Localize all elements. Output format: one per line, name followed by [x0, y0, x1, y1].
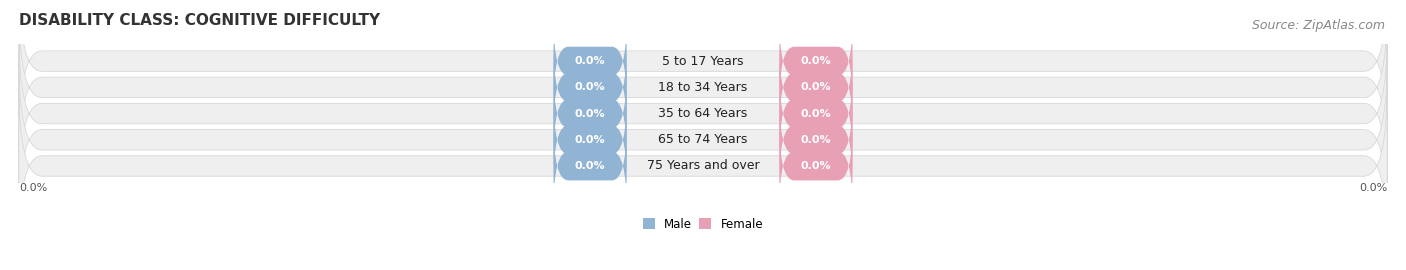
Text: 0.0%: 0.0%: [575, 56, 606, 66]
FancyBboxPatch shape: [18, 85, 1388, 248]
Text: 75 Years and over: 75 Years and over: [647, 160, 759, 173]
Text: 0.0%: 0.0%: [18, 183, 46, 193]
Text: 0.0%: 0.0%: [800, 56, 831, 66]
Text: 0.0%: 0.0%: [575, 82, 606, 92]
Text: 65 to 74 Years: 65 to 74 Years: [658, 133, 748, 146]
FancyBboxPatch shape: [779, 123, 852, 209]
Text: 0.0%: 0.0%: [1360, 183, 1388, 193]
Text: 0.0%: 0.0%: [800, 161, 831, 171]
Text: 5 to 17 Years: 5 to 17 Years: [662, 55, 744, 68]
FancyBboxPatch shape: [554, 96, 627, 183]
FancyBboxPatch shape: [554, 70, 627, 157]
FancyBboxPatch shape: [18, 0, 1388, 143]
FancyBboxPatch shape: [18, 6, 1388, 169]
Text: Source: ZipAtlas.com: Source: ZipAtlas.com: [1251, 19, 1385, 32]
Text: 18 to 34 Years: 18 to 34 Years: [658, 81, 748, 94]
Text: 0.0%: 0.0%: [800, 82, 831, 92]
FancyBboxPatch shape: [779, 96, 852, 183]
Text: 0.0%: 0.0%: [575, 161, 606, 171]
FancyBboxPatch shape: [779, 70, 852, 157]
FancyBboxPatch shape: [18, 32, 1388, 195]
Text: 35 to 64 Years: 35 to 64 Years: [658, 107, 748, 120]
FancyBboxPatch shape: [554, 123, 627, 209]
FancyBboxPatch shape: [18, 58, 1388, 221]
Text: 0.0%: 0.0%: [575, 109, 606, 119]
FancyBboxPatch shape: [554, 44, 627, 131]
Text: 0.0%: 0.0%: [800, 135, 831, 145]
Legend: Male, Female: Male, Female: [638, 213, 768, 235]
Text: 0.0%: 0.0%: [800, 109, 831, 119]
FancyBboxPatch shape: [779, 18, 852, 104]
Text: 0.0%: 0.0%: [575, 135, 606, 145]
Text: DISABILITY CLASS: COGNITIVE DIFFICULTY: DISABILITY CLASS: COGNITIVE DIFFICULTY: [18, 13, 380, 28]
FancyBboxPatch shape: [554, 18, 627, 104]
FancyBboxPatch shape: [779, 44, 852, 131]
